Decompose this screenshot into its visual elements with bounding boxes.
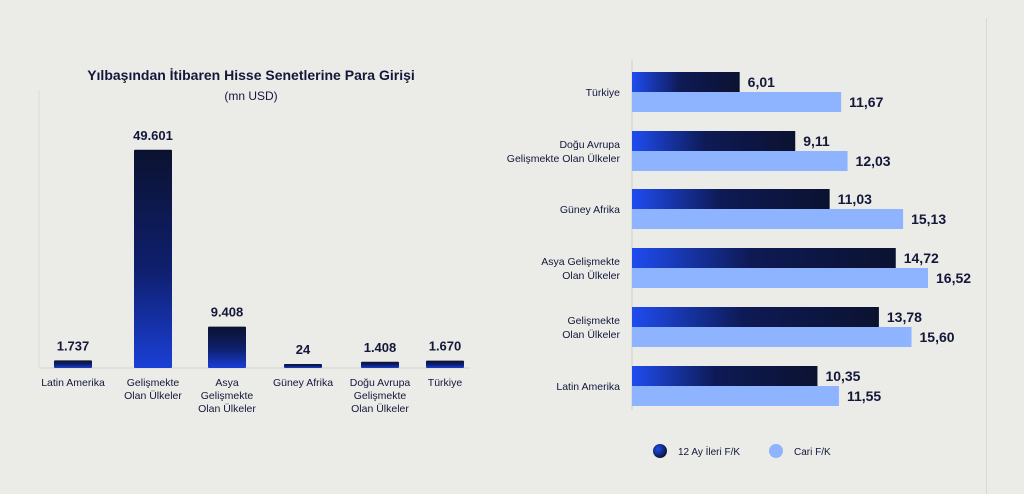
panel-divider (986, 18, 987, 494)
left-chart-bars: 1.737 Latin Amerika 49.601 Gelişmekte Olan Ü… (41, 128, 464, 415)
category-label-0: Latin Amerika (41, 377, 105, 389)
hbar-0-s0 (632, 72, 740, 92)
category-label-2: Asya Gelişmekte Olan Ülkeler (198, 377, 256, 415)
hcategory-label-3: Asya Gelişmekte Olan Ülkeler (541, 256, 620, 282)
hbar-value-label-5-s1: 11,55 (847, 388, 881, 404)
hcategory-label-1: Doğu Avrupa Gelişmekte Olan Ülkeler (507, 139, 621, 165)
hcategory-label-4: Gelişmekte Olan Ülkeler (562, 315, 620, 341)
bar-value-label-3: 24 (296, 342, 311, 357)
hbar-value-label-1-s0: 9,11 (803, 133, 830, 149)
bar-value-label-2: 9.408 (211, 305, 244, 320)
legend-label-1: Cari F/K (794, 447, 831, 458)
hbar-0-s1 (632, 92, 842, 112)
hbar-1-s0 (632, 131, 796, 151)
hbar-value-label-2-s1: 15,13 (911, 211, 946, 227)
hbar-value-label-1-s1: 12,03 (856, 153, 891, 169)
bar-1 (134, 149, 172, 368)
legend-label-0: 12 Ay İleri F/K (678, 445, 740, 458)
category-label-5: Türkiye (428, 377, 463, 389)
hbar-5-s0 (632, 366, 818, 386)
hcategory-label-0: Türkiye (586, 87, 621, 99)
hbar-2-s0 (632, 189, 830, 209)
hbar-3-s1 (632, 268, 928, 288)
hbar-1-s1 (632, 151, 848, 171)
bar-2 (208, 326, 246, 368)
hbar-value-label-4-s1: 15,60 (920, 329, 955, 345)
hbar-value-label-0-s0: 6,01 (748, 74, 775, 90)
hbar-3-s0 (632, 248, 896, 268)
hbar-2-s1 (632, 209, 904, 229)
hbar-value-label-3-s1: 16,52 (936, 270, 971, 286)
hbar-4-s0 (632, 307, 879, 327)
bar-value-label-1: 49.601 (133, 128, 173, 143)
left-chart-subtitle: (mn USD) (224, 89, 277, 103)
hbar-value-label-0-s1: 11,67 (849, 94, 883, 110)
bar-value-label-5: 1.670 (429, 339, 462, 354)
hbar-value-label-3-s0: 14,72 (904, 250, 939, 266)
hbar-5-s1 (632, 386, 839, 406)
hbar-value-label-4-s0: 13,78 (887, 309, 922, 325)
legend-swatch-0 (653, 444, 667, 458)
category-label-3: Güney Afrika (273, 377, 333, 389)
bar-value-label-4: 1.408 (364, 340, 397, 355)
hbar-4-s1 (632, 327, 912, 347)
bar-3 (284, 364, 322, 368)
hcategory-label-2: Güney Afrika (560, 204, 620, 216)
hcategory-label-5: Latin Amerika (556, 381, 620, 393)
legend-swatch-1 (769, 444, 783, 458)
hbar-value-label-5-s0: 10,35 (825, 368, 860, 384)
right-chart-legend: 12 Ay İleri F/K Cari F/K (653, 444, 831, 458)
left-chart-title: Yılbaşından İtibaren Hisse Senetlerine P… (87, 67, 415, 83)
bar-5 (426, 360, 464, 368)
right-chart-bars: 6,01 11,67 Türkiye 9,11 12,03 Doğu Avrupa Geli… (507, 60, 971, 410)
category-label-1: Gelişmekte Olan Ülkeler (124, 377, 182, 402)
hbar-value-label-2-s0: 11,03 (838, 191, 872, 207)
bar-0 (54, 360, 92, 368)
bar-4 (361, 361, 399, 368)
category-label-4: Doğu Avrupa Gelişmekte Olan Ülkeler (350, 377, 411, 415)
bar-value-label-0: 1.737 (57, 338, 90, 353)
